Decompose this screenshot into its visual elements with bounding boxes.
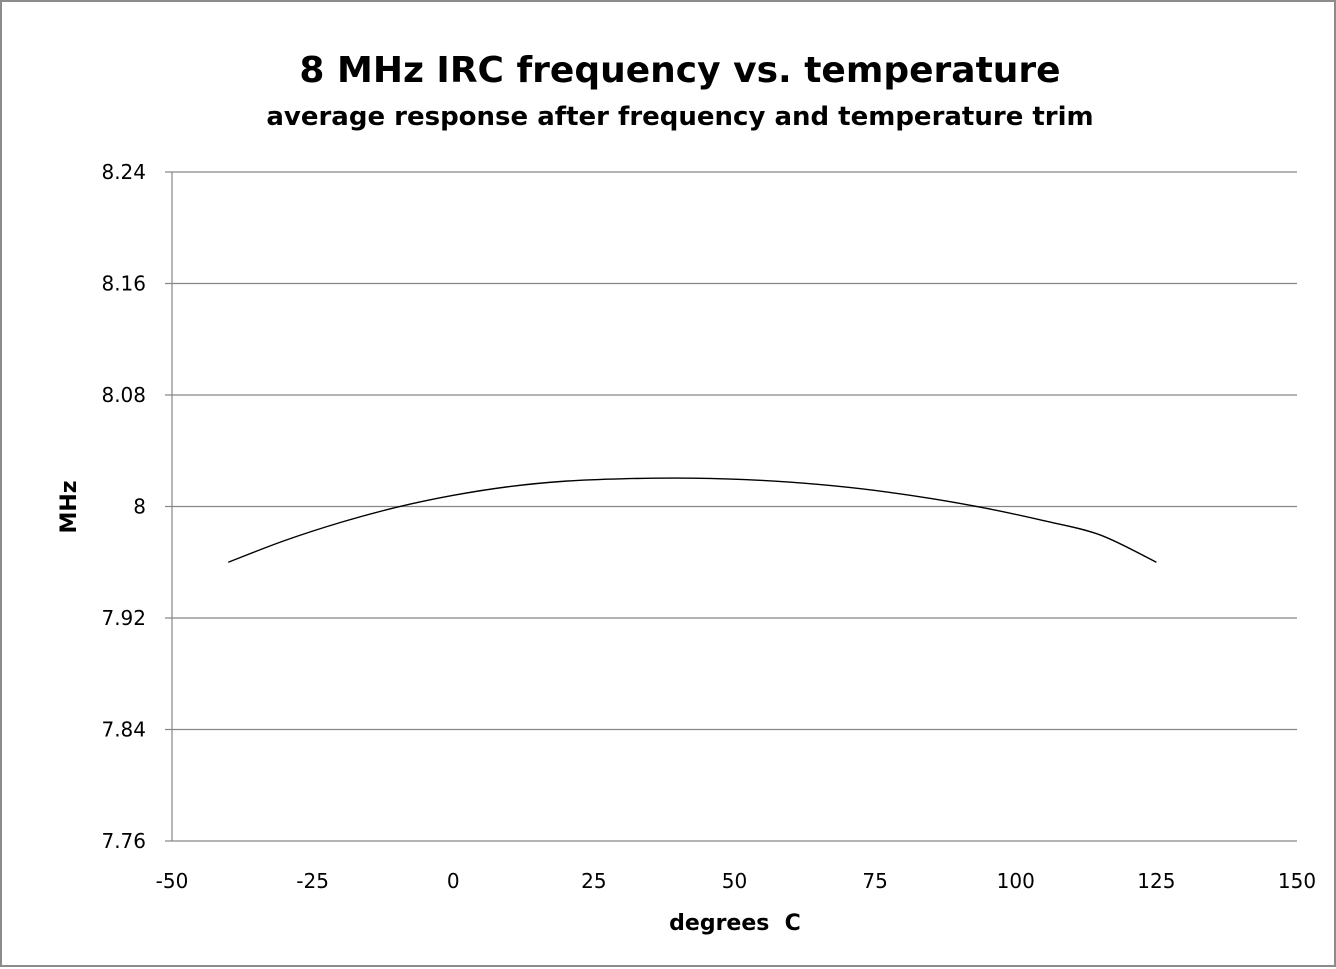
axis-layer [171,172,1297,842]
tick-layer: 8.24 8.16 8.08 8 7.92 7.84 7.76 -50 -25 0 25 50 75 10… [101,160,1316,893]
y-tick-label: 7.92 [101,606,146,630]
x-tick-label: 100 [997,869,1035,893]
x-tick-label: 125 [1137,869,1175,893]
series-line-0 [227,477,1157,563]
y-tick-label: 7.76 [101,829,146,853]
y-tick-label: 8.08 [101,383,146,407]
x-axis-label: degrees C [669,911,801,936]
series-layer [227,477,1157,563]
chart-title: 8 MHz IRC frequency vs. temperature [299,50,1060,91]
x-tick-label: 0 [447,869,460,893]
x-tick-label: -50 [156,869,189,893]
grid-layer [165,171,1297,842]
x-tick-label: 150 [1278,869,1316,893]
chart-subtitle: average response after frequency and tem… [266,102,1093,132]
x-tick-label: 25 [581,869,606,893]
x-tick-label: -25 [296,869,329,893]
y-tick-label: 8 [133,495,146,519]
y-tick-label: 8.16 [101,272,146,296]
y-tick-label: 8.24 [101,160,146,184]
x-tick-label: 50 [722,869,747,893]
x-tick-label: 75 [862,869,887,893]
y-axis-label: MHz [57,480,82,533]
y-tick-label: 7.84 [101,718,146,742]
